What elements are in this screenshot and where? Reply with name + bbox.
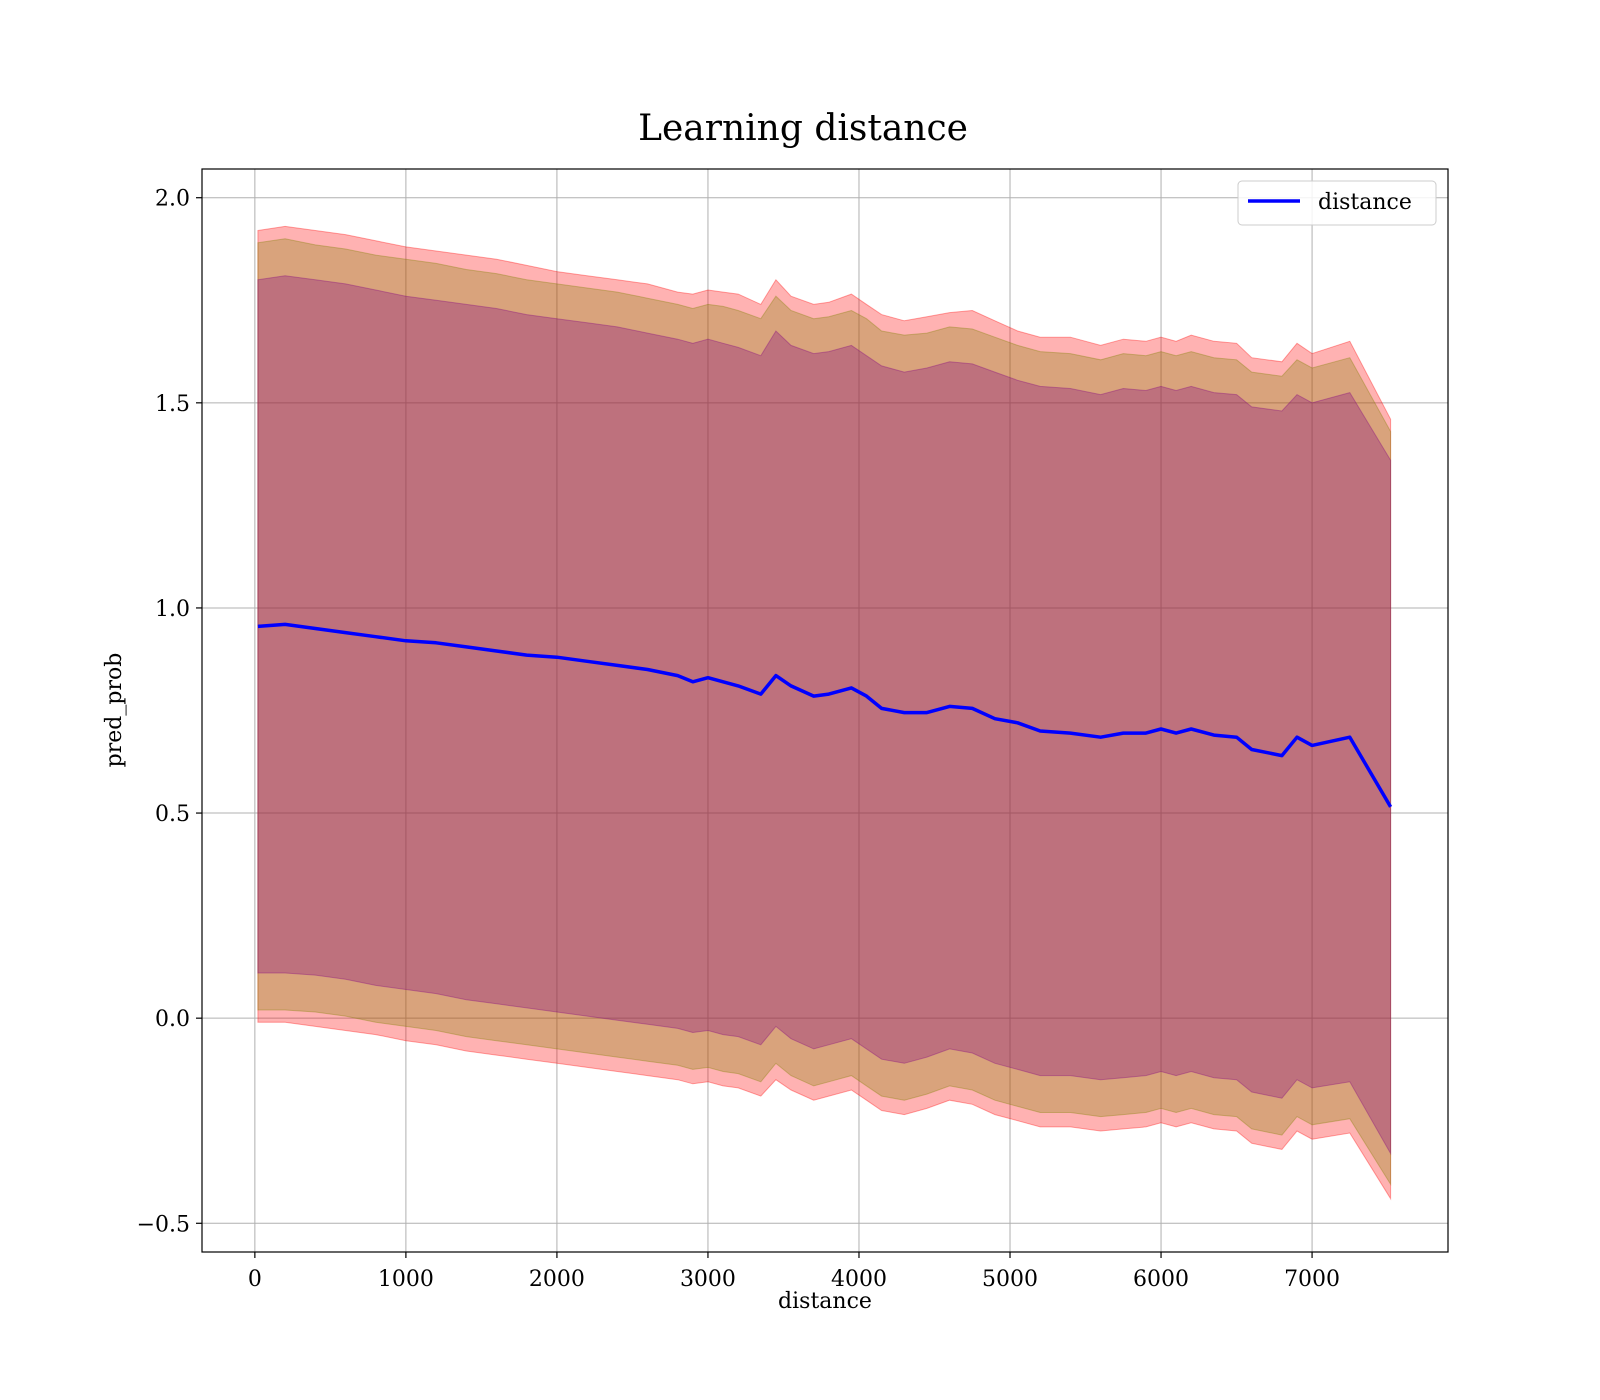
series-layer <box>257 622 1393 808</box>
x-tick-label: 0 <box>248 1267 262 1292</box>
plot-frame <box>201 168 1449 1253</box>
band-layer <box>257 225 1392 1201</box>
y-tick-label: −0.5 <box>137 1212 190 1237</box>
x-tick-label: 4000 <box>831 1267 887 1292</box>
x-tick-label: 2000 <box>529 1267 585 1292</box>
chart-title: Learning distance <box>638 108 968 149</box>
y-tick-label: 1.5 <box>155 392 190 417</box>
axis-ticks: 0 1000 2000 3000 4000 5000 6000 7000 −0.5 0.0 0.5 1… <box>137 187 1340 1292</box>
series-line-distance <box>257 622 1393 808</box>
grid-lines <box>202 169 1448 1252</box>
band-inner-area <box>257 275 1392 1156</box>
y-tick-label: 1.0 <box>155 597 190 622</box>
x-tick-label: 3000 <box>680 1267 736 1292</box>
band-middle-area <box>257 238 1392 1187</box>
x-tick-label: 6000 <box>1133 1267 1189 1292</box>
x-tick-label: 5000 <box>982 1267 1038 1292</box>
legend-box <box>1237 180 1437 226</box>
legend: distance <box>1237 180 1437 226</box>
x-tick-label: 7000 <box>1284 1267 1340 1292</box>
y-tick-label: 2.0 <box>155 187 190 212</box>
y-axis-label: pred_prob <box>102 653 127 768</box>
legend-label-distance: distance <box>1318 190 1412 215</box>
x-tick-label: 1000 <box>378 1267 434 1292</box>
y-tick-label: 0.5 <box>155 802 190 827</box>
band-outer-area <box>257 225 1392 1201</box>
y-tick-label: 0.0 <box>155 1007 190 1032</box>
x-axis-label: distance <box>778 1289 872 1314</box>
